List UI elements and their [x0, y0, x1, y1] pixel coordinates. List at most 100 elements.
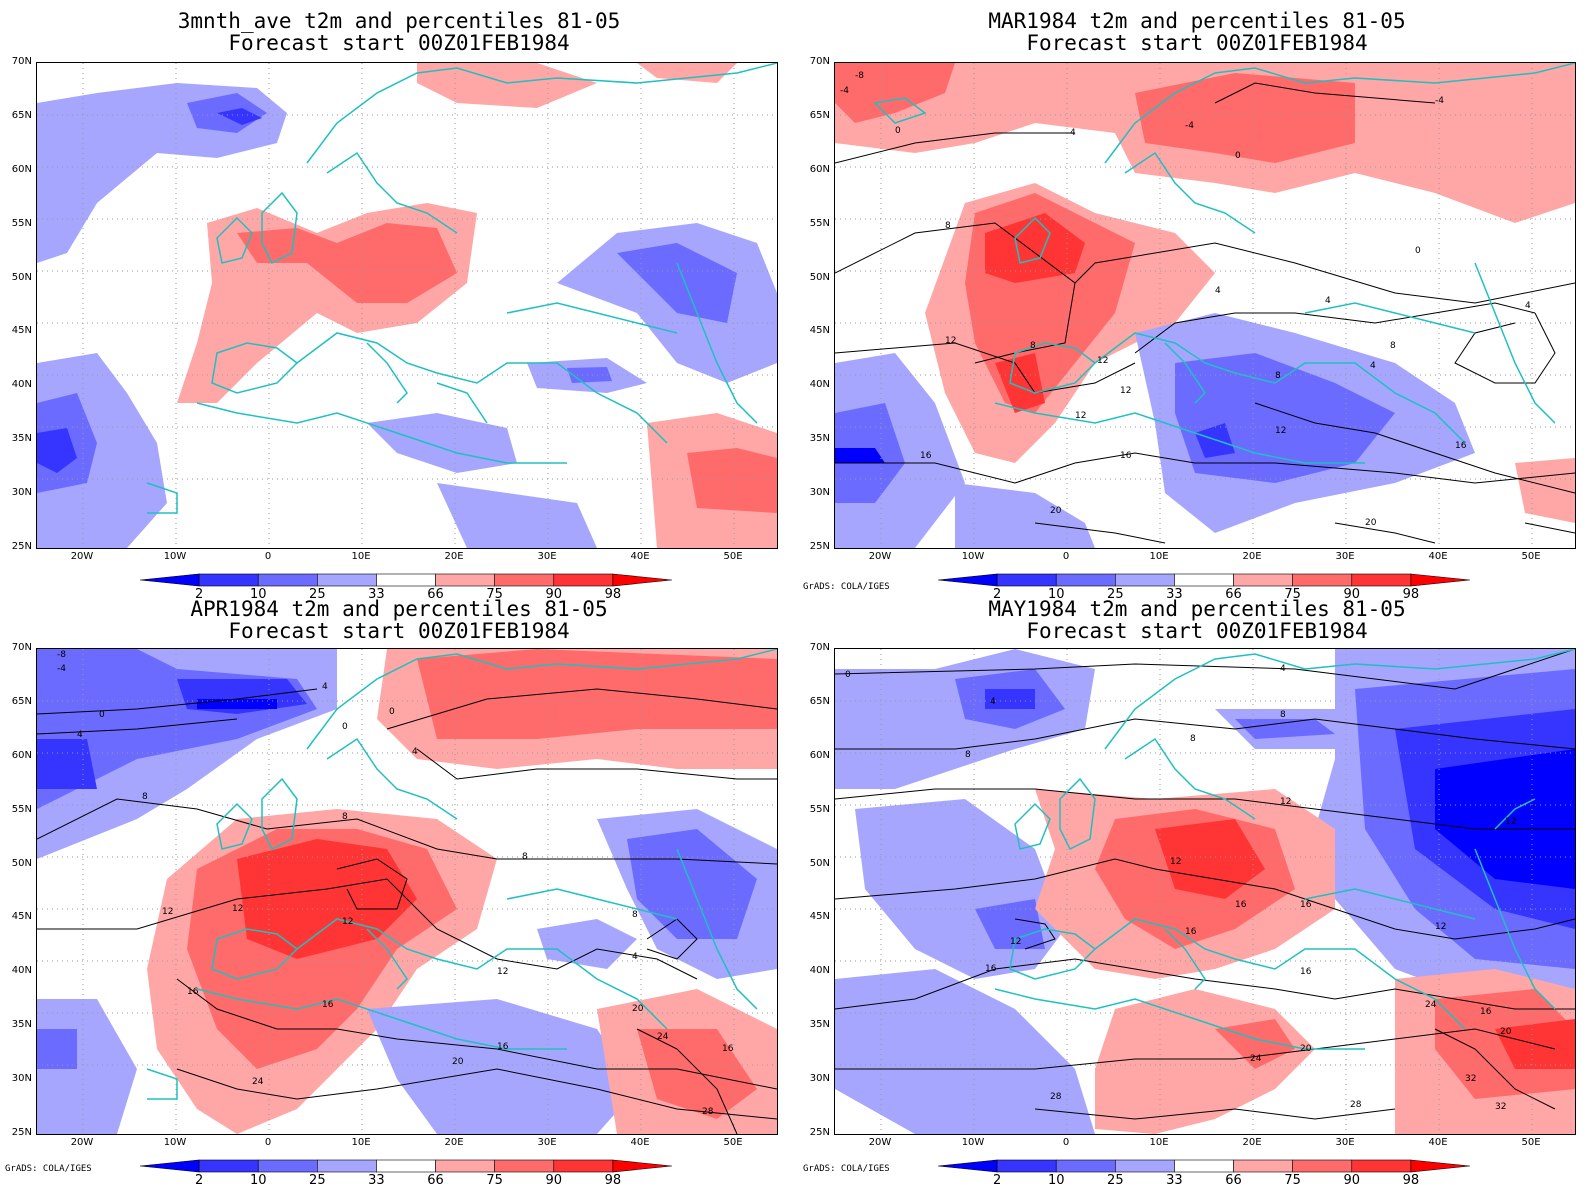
lat-label: 25N	[809, 541, 830, 552]
colorbar-label: 33	[368, 1173, 385, 1188]
contour-label: 16	[1120, 451, 1132, 461]
colorbar-label: 98	[604, 587, 622, 602]
contour-label: 4	[1370, 361, 1376, 371]
colorbar-label: 66	[1225, 587, 1242, 602]
lon-label: 10E	[1149, 551, 1169, 562]
contour-label: 16	[322, 1000, 334, 1010]
lon-label: 50E	[1521, 1137, 1541, 1148]
lat-label: 50N	[11, 857, 32, 869]
colorbar-label: 90	[545, 587, 563, 602]
contour-label: 8	[965, 750, 971, 760]
colorbar-swatch	[257, 573, 318, 587]
lat-label: 40N	[11, 379, 32, 391]
lat-label: 60N	[11, 749, 32, 761]
contour-label: 12	[1170, 857, 1181, 867]
contour-label: 28	[1050, 1092, 1062, 1102]
colorbar-swatch	[198, 1159, 259, 1173]
contour-label: 4	[632, 952, 638, 962]
colorbar-label: 33	[1166, 1173, 1183, 1188]
colorbar-swatch	[1351, 573, 1412, 587]
contour-label: -4	[840, 86, 849, 96]
colorbar-label: 66	[427, 587, 444, 602]
colorbar-swatch	[1233, 573, 1293, 587]
contour-label: 24	[1425, 1000, 1437, 1010]
colorbar	[140, 573, 672, 587]
contour-label: 12	[1120, 386, 1131, 396]
panel-title: MAY1984 t2m and percentiles 81-05 Foreca…	[988, 597, 1406, 643]
lon-label: 0	[264, 551, 272, 562]
contour-label: 12	[1275, 426, 1286, 436]
lat-label: 50N	[809, 271, 830, 283]
colorbar-swatch	[1174, 1159, 1234, 1173]
colorbar-swatch	[317, 573, 377, 587]
contour-label: 16	[497, 1042, 509, 1052]
colorbar-swatch	[938, 573, 998, 587]
lon-label: 0	[264, 1137, 272, 1148]
lat-label: 35N	[11, 1019, 32, 1031]
colorbar-label: 66	[427, 1173, 444, 1188]
colorbar-swatch	[376, 573, 436, 587]
colorbar-swatch	[435, 1159, 495, 1173]
colorbar-label: 25	[309, 1173, 326, 1188]
lat-label: 35N	[11, 433, 32, 445]
lat-label: 60N	[809, 163, 830, 175]
credit-label: GrADS: COLA/IGES	[803, 1164, 890, 1174]
contour-label: 24	[657, 1032, 669, 1042]
contour-label: 12	[1097, 356, 1108, 366]
lat-label: 35N	[809, 433, 830, 445]
colorbar-swatch	[1292, 1159, 1353, 1173]
panel-apr1984: APR1984 t2m and percentiles 81-05 Foreca…	[0, 598, 798, 1196]
contour-label: 12	[497, 967, 508, 977]
colorbar-swatch	[938, 1159, 998, 1173]
colorbar-swatch	[1055, 573, 1116, 587]
colorbar-label: 33	[1166, 587, 1183, 602]
contour-label: 20	[1365, 518, 1377, 528]
lat-label: 35N	[809, 1019, 830, 1031]
lat-label: 50N	[809, 857, 830, 869]
lat-label: 30N	[11, 1073, 32, 1085]
colorbar-label: 75	[1284, 587, 1301, 602]
colorbar-swatch	[1115, 1159, 1175, 1173]
lat-label: 55N	[809, 803, 830, 815]
contour-label: 12	[232, 904, 243, 914]
contour-label: 16	[1480, 1007, 1492, 1017]
lon-label: 30E	[537, 1137, 557, 1148]
contour-label: 4	[1280, 664, 1286, 674]
map-area: -8 -4 0 -4 -4 0 4 8 4 4 0 8 12 8 4 12 16…	[834, 62, 1576, 549]
colorbar-label: 98	[604, 1173, 622, 1188]
contour-label: 0	[845, 670, 851, 680]
colorbar-swatch	[140, 573, 200, 587]
contour-label: 16	[1300, 900, 1312, 910]
contour-label: 0	[342, 722, 348, 732]
lat-label: 55N	[11, 803, 32, 815]
colorbar-label: 10	[1047, 587, 1065, 602]
contour-label: 0	[1235, 151, 1241, 161]
lon-label: 0	[1062, 1137, 1070, 1148]
colorbar-label: 2	[992, 587, 1002, 602]
contour-label: 16	[1455, 441, 1467, 451]
contour-label: 12	[1075, 411, 1086, 421]
lat-label: 70N	[11, 56, 32, 67]
lat-label: 65N	[809, 695, 830, 707]
contour-label: 20	[452, 1057, 464, 1067]
lat-label: 40N	[11, 965, 32, 977]
colorbar-swatch	[376, 1159, 436, 1173]
colorbar-swatch	[198, 573, 259, 587]
lon-label: 10W	[163, 1137, 187, 1148]
colorbar-swatch	[553, 573, 614, 587]
colorbar-label: 98	[1402, 587, 1420, 602]
map-area	[36, 62, 778, 549]
contour-label: 4	[990, 697, 996, 707]
colorbar-swatch	[317, 1159, 377, 1173]
lon-label: 20W	[70, 1137, 94, 1148]
lat-label: 70N	[11, 642, 32, 653]
colorbar-label: 90	[545, 1173, 563, 1188]
colorbar-label: 25	[1107, 1173, 1124, 1188]
lat-label: 55N	[809, 217, 830, 229]
contour-label: 8	[342, 812, 348, 822]
contour-label: 8	[945, 221, 951, 231]
panel-title: MAR1984 t2m and percentiles 81-05 Foreca…	[988, 9, 1406, 55]
credit-label: GrADS: COLA/IGES	[5, 1164, 92, 1174]
lat-label: 50N	[11, 271, 32, 283]
colorbar	[938, 573, 1470, 587]
